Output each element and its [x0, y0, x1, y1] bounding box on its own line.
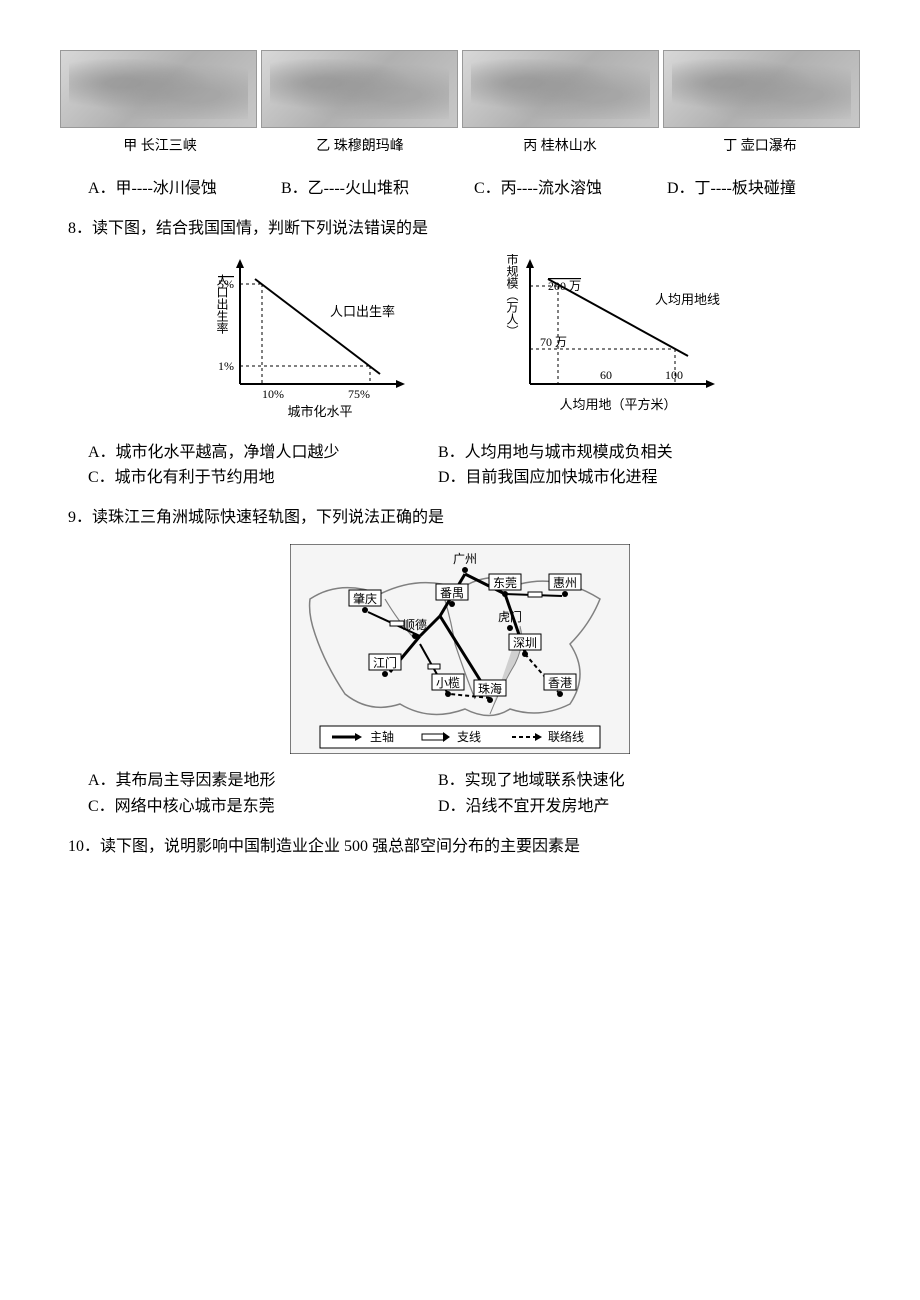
q7-options: A．甲----冰川侵蚀 B．乙----火山堆积 C．丙----流水溶蚀 D．丁-…: [88, 176, 860, 202]
caption-2: 乙 珠穆朗玛峰: [260, 136, 460, 158]
banknote-image-1: [60, 50, 257, 128]
q9-option-c: C．网络中核心城市是东莞: [88, 794, 438, 820]
svg-text:城市化水平: 城市化水平: [287, 404, 352, 419]
svg-text:主轴: 主轴: [370, 729, 394, 744]
q8-option-d: D．目前我国应加快城市化进程: [438, 465, 788, 491]
prd-map: 广州肇庆 番禺 东莞 惠州顺德 虎门江门 深圳小榄 珠海 香港 主轴 支线 联络线: [290, 544, 630, 754]
svg-text:5%: 5%: [218, 277, 234, 291]
q8-option-c: C．城市化有利于节约用地: [88, 465, 438, 491]
svg-text:虎门: 虎门: [498, 609, 522, 624]
q7-option-b: B．乙----火山堆积: [281, 176, 474, 202]
svg-text:人均用地线: 人均用地线: [655, 292, 720, 307]
svg-text:60: 60: [600, 368, 612, 382]
svg-text:香港: 香港: [548, 676, 572, 690]
banknote-image-4: [663, 50, 860, 128]
q8-option-b: B．人均用地与城市规模成负相关: [438, 440, 788, 466]
charts-row: 人口出生率 5% 1% 10% 75% 人口出生率 城市化水平 城市规模（万人）…: [60, 254, 860, 424]
q9-option-b: B．实现了地域联系快速化: [438, 768, 788, 794]
chart-2: 城市规模（万人） 200 万 70 万 60 100 人均用地线 人均用地（平方…: [480, 254, 730, 424]
svg-text:10%: 10%: [262, 387, 284, 401]
q7-option-c: C．丙----流水溶蚀: [474, 176, 667, 202]
q7-option-a: A．甲----冰川侵蚀: [88, 176, 281, 202]
caption-3: 丙 桂林山水: [460, 136, 660, 158]
svg-text:200 万: 200 万: [548, 279, 581, 293]
svg-text:深圳: 深圳: [513, 636, 537, 650]
svg-text:100: 100: [665, 368, 683, 382]
svg-text:城市规模（万人）: 城市规模（万人）: [505, 254, 519, 337]
svg-text:联络线: 联络线: [548, 729, 584, 744]
q8-option-a: A．城市化水平越高，净增人口越少: [88, 440, 438, 466]
svg-text:番禺: 番禺: [440, 586, 464, 600]
banknote-captions: 甲 长江三峡 乙 珠穆朗玛峰 丙 桂林山水 丁 壶口瀑布: [60, 136, 860, 158]
q9-options: A．其布局主导因素是地形 B．实现了地域联系快速化 C．网络中核心城市是东莞 D…: [88, 768, 860, 819]
svg-text:东莞: 东莞: [493, 576, 517, 590]
caption-1: 甲 长江三峡: [60, 136, 260, 158]
svg-text:人均用地（平方米）: 人均用地（平方米）: [559, 397, 676, 412]
banknote-image-2: [261, 50, 458, 128]
svg-text:支线: 支线: [457, 730, 481, 744]
svg-text:1%: 1%: [218, 359, 234, 373]
banknote-image-3: [462, 50, 659, 128]
svg-text:惠州: 惠州: [553, 576, 577, 590]
caption-4: 丁 壶口瀑布: [660, 136, 860, 158]
svg-text:人口出生率: 人口出生率: [330, 304, 395, 319]
q10-text: 10．读下图，说明影响中国制造业企业 500 强总部空间分布的主要因素是: [68, 834, 860, 860]
svg-text:小榄: 小榄: [436, 676, 460, 690]
q9-option-a: A．其布局主导因素是地形: [88, 768, 438, 794]
svg-text:肇庆: 肇庆: [353, 591, 377, 606]
svg-text:顺德: 顺德: [403, 617, 427, 632]
svg-text:江门: 江门: [373, 655, 397, 670]
q9-text: 9．读珠江三角洲城际快速轻轨图，下列说法正确的是: [68, 505, 860, 531]
banknote-row: [60, 50, 860, 128]
q9-option-d: D．沿线不宜开发房地产: [438, 794, 788, 820]
map-block: 广州肇庆 番禺 东莞 惠州顺德 虎门江门 深圳小榄 珠海 香港 主轴 支线 联络线: [60, 544, 860, 754]
q7-option-d: D．丁----板块碰撞: [667, 176, 860, 202]
q8-options: A．城市化水平越高，净增人口越少 B．人均用地与城市规模成负相关 C．城市化有利…: [88, 440, 860, 491]
svg-text:70 万: 70 万: [540, 335, 567, 349]
q8-text: 8．读下图，结合我国国情，判断下列说法错误的是: [68, 216, 860, 242]
svg-text:75%: 75%: [348, 387, 370, 401]
svg-text:广州: 广州: [453, 552, 477, 566]
chart-1: 人口出生率 5% 1% 10% 75% 人口出生率 城市化水平: [190, 254, 420, 424]
svg-text:珠海: 珠海: [478, 681, 502, 696]
